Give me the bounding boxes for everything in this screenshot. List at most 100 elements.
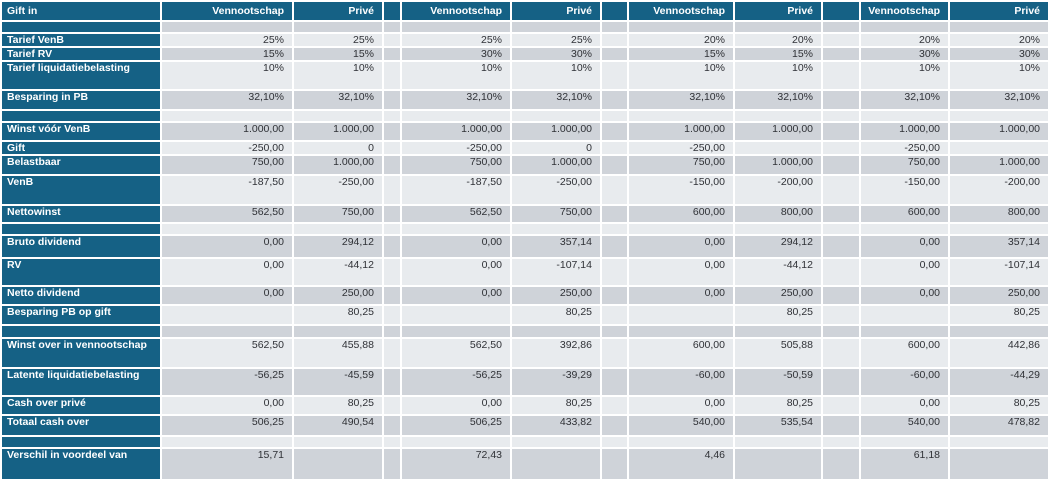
- col-header-vennootschap-2: Vennootschap: [402, 2, 510, 20]
- col-header-prive-4: Privé: [950, 2, 1048, 20]
- value-cell: [629, 437, 733, 447]
- value-cell: 1.000,00: [294, 123, 382, 140]
- spacer-cell: [823, 224, 859, 234]
- header-row: Gift in Vennootschap Privé Vennootschap …: [2, 2, 1048, 20]
- value-cell: 20%: [629, 34, 733, 46]
- spacer-cell: [823, 22, 859, 32]
- value-cell: [629, 22, 733, 32]
- spacer-cell: [602, 123, 627, 140]
- value-cell: 32,10%: [294, 91, 382, 109]
- value-cell: 442,86: [950, 339, 1048, 367]
- spacer-cell: [602, 259, 627, 285]
- value-cell: [861, 224, 948, 234]
- value-cell: 1.000,00: [735, 156, 821, 174]
- value-cell: 750,00: [162, 156, 292, 174]
- value-cell: 80,25: [294, 397, 382, 414]
- value-cell: 0: [512, 142, 600, 154]
- spacer-cell: [384, 287, 400, 304]
- table-row: Winst over in vennootschap 562,50 455,88 56…: [2, 339, 1048, 367]
- value-cell: 20%: [735, 34, 821, 46]
- row-label: Besparing PB op gift: [2, 306, 160, 324]
- value-cell: [735, 326, 821, 337]
- value-cell: [861, 437, 948, 447]
- row-label: Winst vóór VenB: [2, 123, 160, 140]
- value-cell: -150,00: [861, 176, 948, 204]
- value-cell: 0,00: [402, 287, 510, 304]
- value-cell: 505,88: [735, 339, 821, 367]
- value-cell: [512, 22, 600, 32]
- value-cell: 800,00: [735, 206, 821, 222]
- value-cell: 32,10%: [950, 91, 1048, 109]
- value-cell: -44,29: [950, 369, 1048, 395]
- value-cell: 357,14: [512, 236, 600, 257]
- value-cell: -250,00: [629, 142, 733, 154]
- col-header-prive-2: Privé: [512, 2, 600, 20]
- value-cell: -250,00: [512, 176, 600, 204]
- spacer-cell: [602, 62, 627, 89]
- value-cell: 80,25: [512, 397, 600, 414]
- spacer-cell: [384, 91, 400, 109]
- col-header-vennootschap-4: Vennootschap: [861, 2, 948, 20]
- spacer-cell: [384, 224, 400, 234]
- value-cell: 1.000,00: [861, 123, 948, 140]
- value-cell: -107,14: [512, 259, 600, 285]
- value-cell: [162, 326, 292, 337]
- spacer-cell: [384, 397, 400, 414]
- spacer-cell: [384, 236, 400, 257]
- value-cell: 0,00: [861, 259, 948, 285]
- value-cell: 0,00: [629, 236, 733, 257]
- value-cell: 0,00: [162, 259, 292, 285]
- value-cell: 25%: [294, 34, 382, 46]
- value-cell: 32,10%: [629, 91, 733, 109]
- spacer-cell: [602, 34, 627, 46]
- row-label: Besparing in PB: [2, 91, 160, 109]
- spacer-cell: [823, 369, 859, 395]
- value-cell: 478,82: [950, 416, 1048, 435]
- value-cell: 25%: [512, 34, 600, 46]
- value-cell: -250,00: [861, 142, 948, 154]
- value-cell: 800,00: [950, 206, 1048, 222]
- value-cell: [950, 224, 1048, 234]
- value-cell: 30%: [950, 48, 1048, 60]
- row-label: [2, 326, 160, 337]
- value-cell: 30%: [402, 48, 510, 60]
- spacer-cell: [602, 437, 627, 447]
- value-cell: 15%: [294, 48, 382, 60]
- value-cell: [735, 142, 821, 154]
- spacer-cell: [384, 111, 400, 121]
- table-row: Winst vóór VenB 1.000,00 1.000,00 1.000,00 1…: [2, 123, 1048, 140]
- spacer-cell: [384, 369, 400, 395]
- spacer-cell: [823, 142, 859, 154]
- value-cell: 562,50: [162, 206, 292, 222]
- value-cell: 80,25: [950, 306, 1048, 324]
- spacer-cell: [823, 416, 859, 435]
- col-header-vennootschap-1: Vennootschap: [162, 2, 292, 20]
- value-cell: [861, 306, 948, 324]
- value-cell: [402, 22, 510, 32]
- value-cell: 600,00: [861, 339, 948, 367]
- value-cell: 0,00: [861, 397, 948, 414]
- row-label: Netto dividend: [2, 287, 160, 304]
- value-cell: [294, 224, 382, 234]
- row-label: Latente liquidatiebelasting: [2, 369, 160, 395]
- spacer-cell: [384, 48, 400, 60]
- row-label: Tarief RV: [2, 48, 160, 60]
- value-cell: -107,14: [950, 259, 1048, 285]
- value-cell: 10%: [629, 62, 733, 89]
- value-cell: 1.000,00: [629, 123, 733, 140]
- table-row: Besparing PB op gift 80,25 80,25 80,25 80,25: [2, 306, 1048, 324]
- corner-header: Gift in: [2, 2, 160, 20]
- value-cell: 250,00: [512, 287, 600, 304]
- spacer-cell: [602, 156, 627, 174]
- value-cell: 600,00: [629, 339, 733, 367]
- row-label: RV: [2, 259, 160, 285]
- value-cell: 750,00: [629, 156, 733, 174]
- value-cell: [629, 224, 733, 234]
- value-cell: 32,10%: [512, 91, 600, 109]
- spacer-cell: [602, 111, 627, 121]
- value-cell: 490,54: [294, 416, 382, 435]
- value-cell: 10%: [950, 62, 1048, 89]
- value-cell: [294, 449, 382, 479]
- spacer-cell: [602, 369, 627, 395]
- value-cell: -39,29: [512, 369, 600, 395]
